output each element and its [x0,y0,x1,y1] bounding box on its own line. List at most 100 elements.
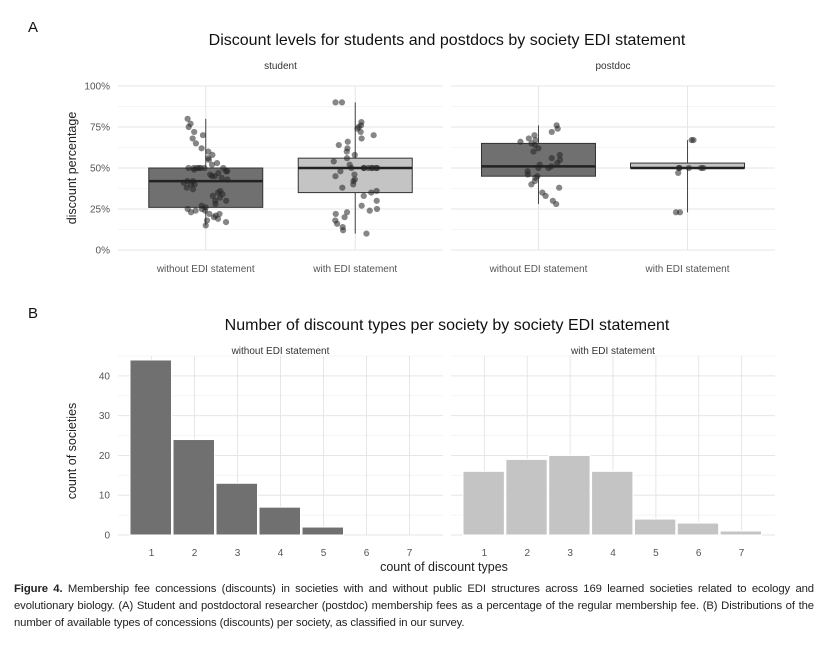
panel-a-y-axis-title: discount percentage [65,112,79,225]
histogram-bar [505,458,548,536]
data-point [532,137,539,144]
data-point [548,155,555,162]
data-point [187,120,194,127]
data-point [346,161,353,168]
x-tick-label: 1 [482,548,488,559]
data-point [370,132,377,139]
data-point [195,164,203,172]
data-point [218,174,225,181]
x-tick-label: with EDI statement [645,264,730,275]
panel-a-plot: 0% 25% 50% 75% 100% student without EDI statem… [84,61,775,275]
data-point [217,187,224,195]
data-point [373,197,380,204]
data-point [343,155,351,162]
data-point [339,223,346,231]
data-point [183,184,190,191]
data-point [675,169,682,177]
data-point [198,145,205,152]
data-point [351,151,358,158]
y-tick-label: 50% [90,164,110,175]
data-point [332,217,339,224]
data-point [524,168,531,175]
data-point [209,192,216,199]
data-point [556,184,563,191]
data-point [339,184,346,191]
x-tick-label: 6 [696,548,702,559]
data-point [700,164,707,172]
x-tick-label: 6 [364,548,370,559]
data-point [344,145,351,152]
data-point [189,135,196,142]
data-point [185,164,192,172]
data-point [351,171,358,178]
data-point [207,171,214,178]
x-tick-label: 4 [610,548,616,559]
data-point [549,197,556,204]
data-point [675,164,682,172]
x-tick-label: 5 [321,548,327,559]
caption-label: Figure 4. [14,583,63,595]
panel-a-title: Discount levels for students and postdoc… [209,32,686,49]
data-point [536,161,543,168]
data-point [360,192,367,199]
caption-text: Membership fee concessions (discounts) i… [14,583,814,629]
x-tick-label: 7 [407,548,413,559]
panel-a-letter: A [28,19,38,36]
data-point [208,161,216,168]
data-point [341,214,348,221]
data-point [530,148,537,155]
panel-b-plot: 0 10 20 30 40 without EDI statement 1 2 3 4 5 6 7 wit… [99,346,775,559]
x-tick-label: 4 [278,548,284,559]
x-tick-label: 1 [149,548,155,559]
data-point [373,187,380,195]
data-point [202,222,209,229]
histogram-bar [676,522,720,536]
x-tick-label: 2 [192,548,198,559]
data-point [534,173,541,180]
data-point [685,164,692,172]
facet-label: postdoc [595,61,630,72]
data-point [190,164,197,172]
data-point [198,202,205,209]
data-point [212,197,219,204]
data-point [688,137,695,144]
data-point [213,159,221,167]
data-point [358,118,365,126]
facet-label: student [264,61,297,72]
data-point [332,173,339,180]
data-point [332,210,339,218]
y-tick-label: 10 [99,491,111,502]
data-point [203,217,211,224]
y-tick-label: 100% [84,82,110,93]
data-point [192,140,200,147]
y-tick-label: 75% [90,123,110,134]
histogram-bar [633,518,677,536]
data-point [201,164,208,172]
histogram-bar [719,530,763,536]
x-tick-label: 3 [235,548,241,559]
data-point [366,207,373,214]
y-tick-label: 0% [96,246,111,257]
data-point [184,205,191,213]
data-point [338,99,346,106]
data-point [548,163,555,170]
histogram-bar [172,439,215,536]
data-point [373,205,381,213]
figure-caption: Figure 4. Membership fee concessions (di… [14,581,814,632]
y-tick-label: 25% [90,205,110,216]
data-point [525,135,532,142]
histogram-bar [591,470,634,536]
data-point [189,178,197,185]
data-point [335,141,342,149]
data-point [224,176,231,183]
x-tick-label: without EDI statement [156,264,255,275]
data-point [368,189,375,196]
panel-b-y-axis-title: count of societies [65,403,79,500]
x-tick-label: without EDI statement [489,264,588,275]
y-tick-label: 30 [99,411,111,422]
data-point [223,197,230,204]
panel-b-letter: B [28,305,38,322]
x-tick-label: 7 [739,548,745,559]
y-tick-label: 40 [99,371,111,382]
data-point [531,132,538,139]
